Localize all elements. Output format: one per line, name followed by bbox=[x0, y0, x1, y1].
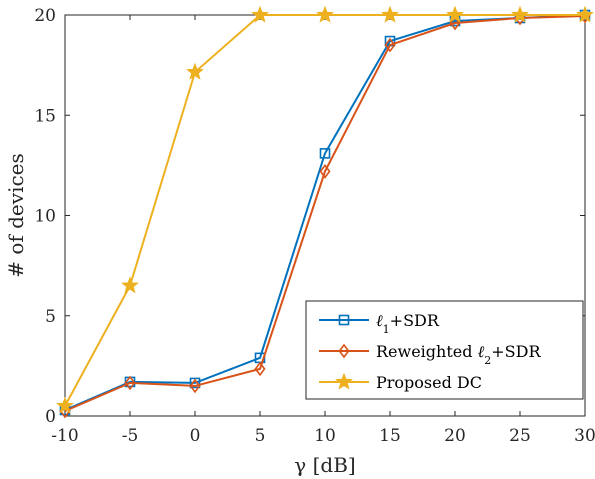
legend-label-part: Reweighted bbox=[376, 342, 478, 361]
data-point bbox=[319, 164, 331, 179]
legend-entry: Proposed DC bbox=[319, 372, 482, 392]
x-tick-label: 25 bbox=[509, 426, 531, 446]
data-point bbox=[124, 375, 136, 391]
legend-label-part: Proposed DC bbox=[376, 373, 482, 392]
x-tick-label: 5 bbox=[255, 426, 266, 446]
x-axis-label: γ [dB] bbox=[294, 453, 355, 477]
series-layer bbox=[56, 5, 594, 419]
legend-label: Proposed DC bbox=[376, 373, 482, 392]
y-tick-label: 0 bbox=[45, 407, 56, 427]
legend-marker bbox=[338, 314, 350, 326]
data-point bbox=[316, 5, 334, 23]
series-2 bbox=[56, 5, 594, 414]
data-point bbox=[251, 5, 269, 23]
axes: -10 -5 0 5 10 15 20 25 30 0 5 10 15 20 γ [dB] # of devi… bbox=[4, 6, 595, 477]
data-point bbox=[384, 37, 396, 53]
data-point bbox=[56, 396, 74, 414]
x-tick-label: 0 bbox=[190, 426, 201, 446]
x-tick-label: 20 bbox=[444, 426, 466, 446]
legend-entry: Reweighted ℓ2+SDR bbox=[319, 342, 541, 367]
data-point bbox=[446, 5, 464, 23]
data-point bbox=[121, 276, 139, 294]
legend-entry: ℓ1+SDR bbox=[319, 311, 440, 336]
data-point bbox=[511, 5, 529, 23]
data-point bbox=[449, 15, 461, 31]
legend-marker bbox=[338, 343, 350, 359]
legend-label-part: ℓ bbox=[478, 342, 485, 361]
legend-label-part: +SDR bbox=[491, 342, 541, 361]
legend-label-part: +SDR bbox=[390, 311, 440, 330]
y-tick-label: 20 bbox=[34, 6, 56, 26]
data-point bbox=[186, 62, 204, 80]
data-point bbox=[381, 5, 399, 23]
legend-label: Reweighted ℓ2+SDR bbox=[376, 342, 541, 367]
y-axis-label: # of devices bbox=[4, 153, 28, 278]
series-line bbox=[64, 15, 586, 412]
legend-label-part: 2 bbox=[484, 354, 491, 367]
x-tick-label: 10 bbox=[314, 426, 336, 446]
data-point bbox=[254, 361, 266, 377]
data-point bbox=[576, 5, 594, 23]
x-tick-label: 30 bbox=[574, 426, 595, 446]
y-tick-label: 10 bbox=[34, 207, 56, 227]
legend-marker bbox=[335, 372, 353, 390]
data-point bbox=[189, 378, 201, 394]
x-tick-label: 15 bbox=[379, 426, 401, 446]
x-tick-label: -5 bbox=[122, 426, 139, 446]
legend-label: ℓ1+SDR bbox=[376, 311, 440, 336]
legend-label-part: 1 bbox=[383, 323, 390, 336]
y-tick-label: 15 bbox=[34, 106, 56, 126]
legend-label-part: ℓ bbox=[376, 311, 383, 330]
data-point bbox=[189, 377, 201, 389]
x-tick-label: -10 bbox=[51, 426, 78, 446]
y-tick-label: 5 bbox=[45, 307, 56, 327]
data-point bbox=[319, 148, 331, 159]
